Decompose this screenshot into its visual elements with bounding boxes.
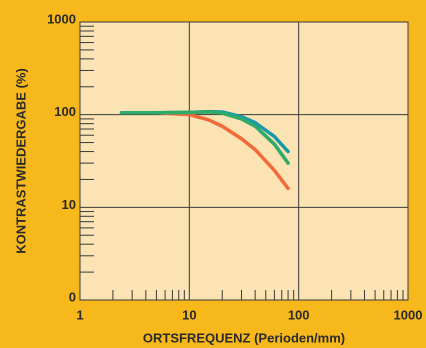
plot-area xyxy=(79,21,409,301)
x-tick-label: 10 xyxy=(182,307,196,322)
x-tick-label: 1 xyxy=(76,307,83,322)
y-tick-label: 10 xyxy=(62,197,76,212)
y-tick-label: 100 xyxy=(54,104,76,119)
x-tick-label: 100 xyxy=(288,307,310,322)
y-tick-label: 1000 xyxy=(47,11,76,26)
line xyxy=(119,110,290,165)
x-axis-title: ORTSFREQUENZ (Perioden/mm) xyxy=(143,330,345,345)
y-axis-title: KONTRASTWIEDERGABE (%) xyxy=(13,68,28,254)
x-tick-label: 1000 xyxy=(394,307,423,322)
y-tick-label: 0 xyxy=(69,289,76,304)
